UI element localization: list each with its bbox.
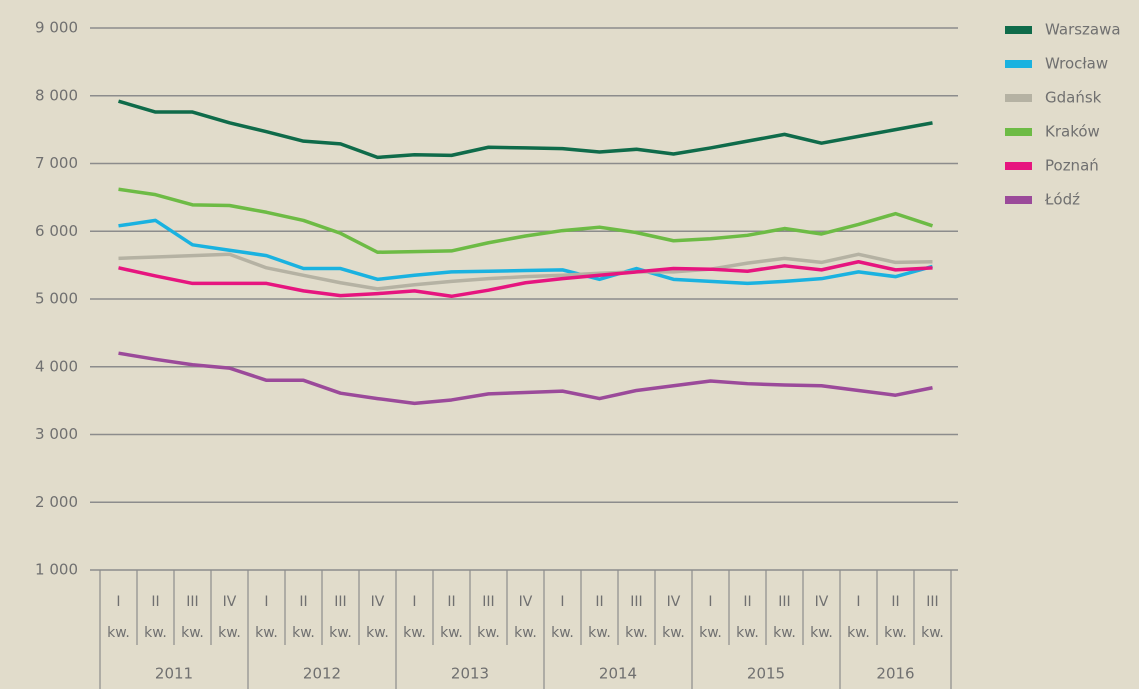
x-tick-label: II <box>447 594 455 610</box>
y-tick-label: 7 000 <box>35 154 78 172</box>
legend-label: Wrocław <box>1045 55 1108 73</box>
x-tick-label: II <box>891 594 899 610</box>
x-tick-suffix: kw. <box>662 625 685 641</box>
x-tick-label: II <box>151 594 159 610</box>
x-tick-suffix: kw. <box>403 625 426 641</box>
series-line <box>118 351 933 406</box>
x-tick-suffix: kw. <box>810 625 833 641</box>
x-tick-label: III <box>334 594 346 610</box>
x-tick-label: I <box>116 594 120 610</box>
x-tick-suffix: kw. <box>921 625 944 641</box>
x-tick-label: IV <box>371 594 385 610</box>
legend-swatch <box>1005 196 1032 204</box>
legend-label: Gdańsk <box>1045 89 1102 107</box>
series-line <box>118 99 933 160</box>
year-label: 2016 <box>876 665 914 683</box>
x-tick-label: III <box>630 594 642 610</box>
x-tick-suffix: kw. <box>736 625 759 641</box>
x-tick-suffix: kw. <box>440 625 463 641</box>
y-tick-label: 5 000 <box>35 290 78 308</box>
x-tick-label: II <box>743 594 751 610</box>
x-tick-suffix: kw. <box>181 625 204 641</box>
y-tick-label: 4 000 <box>35 357 78 375</box>
x-tick-label: IV <box>519 594 533 610</box>
x-tick-label: I <box>560 594 564 610</box>
x-tick-label: I <box>856 594 860 610</box>
series-line <box>118 259 933 299</box>
legend-swatch <box>1005 26 1032 34</box>
x-tick-suffix: kw. <box>255 625 278 641</box>
x-tick-suffix: kw. <box>773 625 796 641</box>
x-tick-label: IV <box>815 594 829 610</box>
x-tick-suffix: kw. <box>514 625 537 641</box>
x-tick-suffix: kw. <box>884 625 907 641</box>
legend-swatch <box>1005 128 1032 136</box>
x-tick-suffix: kw. <box>144 625 167 641</box>
x-tick-suffix: kw. <box>107 625 130 641</box>
x-tick-label: III <box>482 594 494 610</box>
legend-label: Warszawa <box>1045 21 1121 39</box>
legend-swatch <box>1005 60 1032 68</box>
x-tick-label: II <box>595 594 603 610</box>
x-tick-suffix: kw. <box>329 625 352 641</box>
y-tick-label: 1 000 <box>35 561 78 579</box>
x-tick-label: III <box>926 594 938 610</box>
year-label: 2012 <box>303 665 341 683</box>
x-tick-suffix: kw. <box>551 625 574 641</box>
x-tick-suffix: kw. <box>366 625 389 641</box>
x-tick-label: II <box>299 594 307 610</box>
legend-swatch <box>1005 162 1032 170</box>
y-tick-label: 2 000 <box>35 493 78 511</box>
x-tick-suffix: kw. <box>292 625 315 641</box>
x-tick-label: III <box>778 594 790 610</box>
legend-swatch <box>1005 94 1032 102</box>
x-tick-label: I <box>708 594 712 610</box>
x-tick-suffix: kw. <box>218 625 241 641</box>
legend-label: Kraków <box>1045 123 1100 141</box>
y-tick-label: 3 000 <box>35 425 78 443</box>
x-tick-suffix: kw. <box>847 625 870 641</box>
legend-label: Łódź <box>1044 191 1080 209</box>
y-tick-label: 9 000 <box>35 19 78 37</box>
year-label: 2013 <box>451 665 489 683</box>
legend-label: Poznań <box>1045 157 1099 175</box>
y-tick-label: 8 000 <box>35 86 78 104</box>
series-line <box>118 187 934 255</box>
x-tick-suffix: kw. <box>477 625 500 641</box>
year-label: 2015 <box>747 665 785 683</box>
x-tick-suffix: kw. <box>588 625 611 641</box>
x-tick-suffix: kw. <box>699 625 722 641</box>
x-tick-suffix: kw. <box>625 625 648 641</box>
y-tick-label: 6 000 <box>35 222 78 240</box>
x-tick-label: IV <box>223 594 237 610</box>
x-tick-label: III <box>186 594 198 610</box>
year-label: 2011 <box>155 665 193 683</box>
series-line <box>118 218 933 286</box>
x-tick-label: I <box>264 594 268 610</box>
x-tick-label: I <box>412 594 416 610</box>
x-tick-label: IV <box>667 594 681 610</box>
year-label: 2014 <box>599 665 637 683</box>
series-line <box>118 252 933 291</box>
